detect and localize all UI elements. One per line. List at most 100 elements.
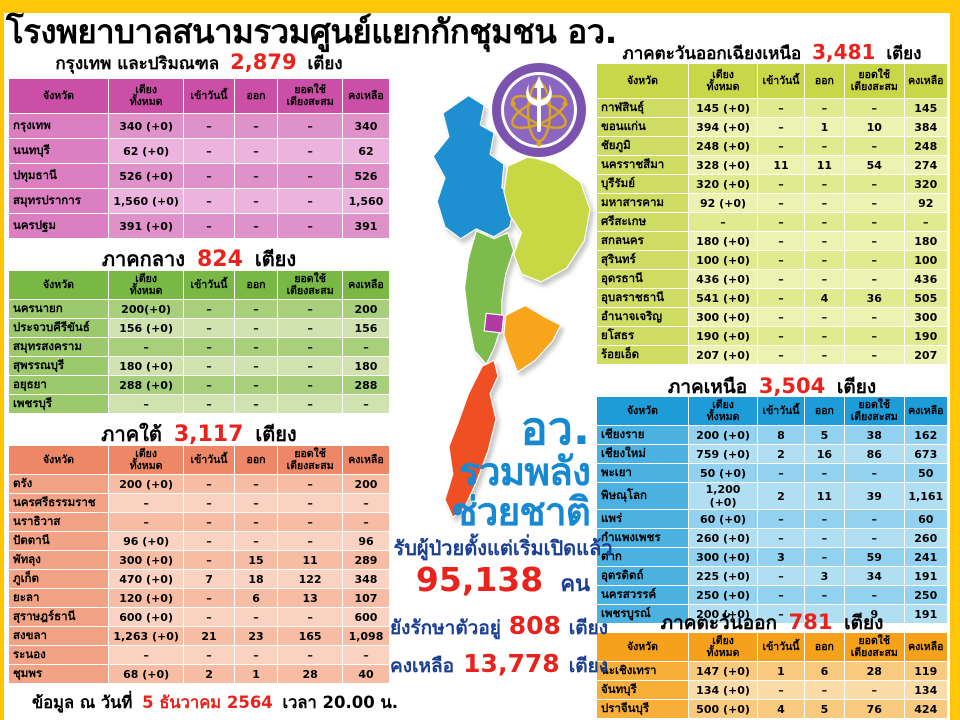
value-cell: – (233, 356, 279, 376)
remaining-unit: เตียง (568, 655, 608, 677)
province-cell: ยโสธร (596, 326, 689, 346)
value-cell: – (277, 163, 343, 189)
value-cell: 68 (+0) (107, 664, 185, 684)
value-cell: 86 (843, 444, 905, 464)
column-header: เตียง ทั้งหมด (107, 78, 185, 114)
table-row: สงขลา 1,263 (+0) 21 23 165 1,098 (8, 626, 391, 646)
value-cell: 50 (+0) (687, 463, 759, 483)
header-row: จังหวัด เตียง ทั้งหมด เข้าวันนี้ ออก ยอดใช้ … (8, 78, 391, 114)
value-cell: – (183, 588, 235, 608)
province-cell: ชัยภูมิ (596, 136, 689, 156)
value-cell: – (277, 337, 343, 357)
value-cell: – (803, 680, 845, 700)
value-cell: 200 (+0) (687, 604, 759, 624)
value-cell: – (183, 493, 235, 513)
table-row: สุราษฎร์ธานี 600 (+0) – – –600 (8, 607, 391, 627)
column-header: เตียง ทั้งหมด (107, 270, 185, 300)
value-cell: 190 (+0) (687, 326, 759, 346)
value-cell: – (803, 193, 845, 213)
value-cell: – (233, 337, 279, 357)
region-name: ภาคใต้ (101, 422, 162, 446)
value-cell: 6 (233, 588, 279, 608)
value-cell: 28 (277, 664, 343, 684)
column-header: เข้าวันนี้ (183, 445, 235, 475)
value-cell: 190 (903, 326, 949, 346)
table-row: พะเยา 50 (+0) – – –50 (596, 463, 949, 483)
value-cell: 9 (843, 604, 905, 624)
header-row: จังหวัด เตียง ทั้งหมด เข้าวันนี้ ออก ยอดใช้ … (8, 445, 391, 475)
value-cell: – (757, 345, 805, 365)
top-yellow-bar (0, 0, 960, 13)
value-cell: 21 (183, 626, 235, 646)
value-cell: 107 (341, 588, 391, 608)
table-row: นครปฐม 391 (+0) – – –391 (8, 213, 391, 239)
north-table: จังหวัด เตียง ทั้งหมด เข้าวันนี้ ออก ยอดใช้ … (596, 396, 949, 624)
value-cell: 424 (903, 699, 949, 719)
value-cell: 11 (803, 482, 845, 510)
table-row: พัทลุง 300 (+0) –15 11 289 (8, 550, 391, 570)
province-cell: สกลนคร (596, 231, 689, 251)
value-cell: 134 (+0) (687, 680, 759, 700)
column-header: ยอดใช้ เตียงสะสม (843, 396, 905, 426)
map-region-south (444, 359, 499, 518)
remaining-label: คงเหลือ (390, 655, 455, 677)
value-cell: – (183, 163, 235, 189)
table-row: พิษณุโลก 1,200 (+0) 2 11 39 1,161 (596, 482, 949, 510)
province-cell: นราธิวาส (8, 512, 109, 532)
region-bed-unit: เตียง (836, 376, 877, 398)
table-row: นนทบุรี 62 (+0) – – –62 (8, 138, 391, 164)
value-cell: – (803, 307, 845, 327)
value-cell: 328 (+0) (687, 155, 759, 175)
value-cell: – (277, 394, 343, 414)
value-cell: 1,161 (903, 482, 949, 510)
value-cell: 8 (757, 425, 805, 445)
header-row: จังหวัด เตียง ทั้งหมด เข้าวันนี้ ออก ยอดใช้ … (8, 270, 391, 300)
table-row: ประจวบคีรีขันธ์ 156 (+0) – – –156 (8, 318, 391, 338)
value-cell: 145 (+0) (687, 98, 759, 118)
value-cell: 2 (183, 664, 235, 684)
value-cell: 470 (+0) (107, 569, 185, 589)
value-cell: 180 (+0) (687, 231, 759, 251)
province-cell: พะเยา (596, 463, 689, 483)
value-cell: – (757, 117, 805, 137)
value-cell: 191 (903, 566, 949, 586)
value-cell: – (803, 528, 845, 548)
value-cell: – (277, 213, 343, 239)
value-cell: – (757, 585, 805, 605)
value-cell: – (843, 463, 905, 483)
table-row: ขอนแก่น 394 (+0) –1 10 384 (596, 117, 949, 137)
province-cell: ตรัง (8, 474, 109, 494)
value-cell: 162 (903, 425, 949, 445)
value-cell: 1 (803, 117, 845, 137)
value-cell: – (277, 512, 343, 532)
value-cell: – (233, 531, 279, 551)
column-header: ออก (233, 78, 279, 114)
value-cell: – (233, 299, 279, 319)
value-cell: 340 (341, 113, 391, 139)
value-cell: 260 (903, 528, 949, 548)
table-row: เพชรบุรี – – – – – (8, 394, 391, 414)
value-cell: – (107, 645, 185, 665)
value-cell: – (183, 213, 235, 239)
value-cell: 92 (903, 193, 949, 213)
value-cell: 76 (843, 699, 905, 719)
region-bed-unit: เตียง (886, 44, 922, 64)
value-cell: – (107, 394, 185, 414)
value-cell: – (757, 193, 805, 213)
in-care-unit: เตียง (568, 617, 608, 639)
value-cell: – (843, 250, 905, 270)
value-cell: – (233, 318, 279, 338)
table-row: อำนาจเจริญ 300 (+0) – – –300 (596, 307, 949, 327)
value-cell: – (277, 607, 343, 627)
map-region-east (503, 304, 562, 373)
region-name: ภาคกลาง (101, 247, 185, 271)
province-cell: ศรีสะเกษ (596, 212, 689, 232)
table-row: ฉะเชิงเทรา 147 (+0) 1 6 28 119 (596, 661, 949, 681)
province-cell: สุรินทร์ (596, 250, 689, 270)
value-cell: – (803, 463, 845, 483)
value-cell: – (757, 98, 805, 118)
value-cell: – (903, 212, 949, 232)
value-cell: 7 (183, 569, 235, 589)
header-row: จังหวัด เตียง ทั้งหมด เข้าวันนี้ ออก ยอดใช้ … (596, 63, 949, 99)
value-cell: – (803, 174, 845, 194)
